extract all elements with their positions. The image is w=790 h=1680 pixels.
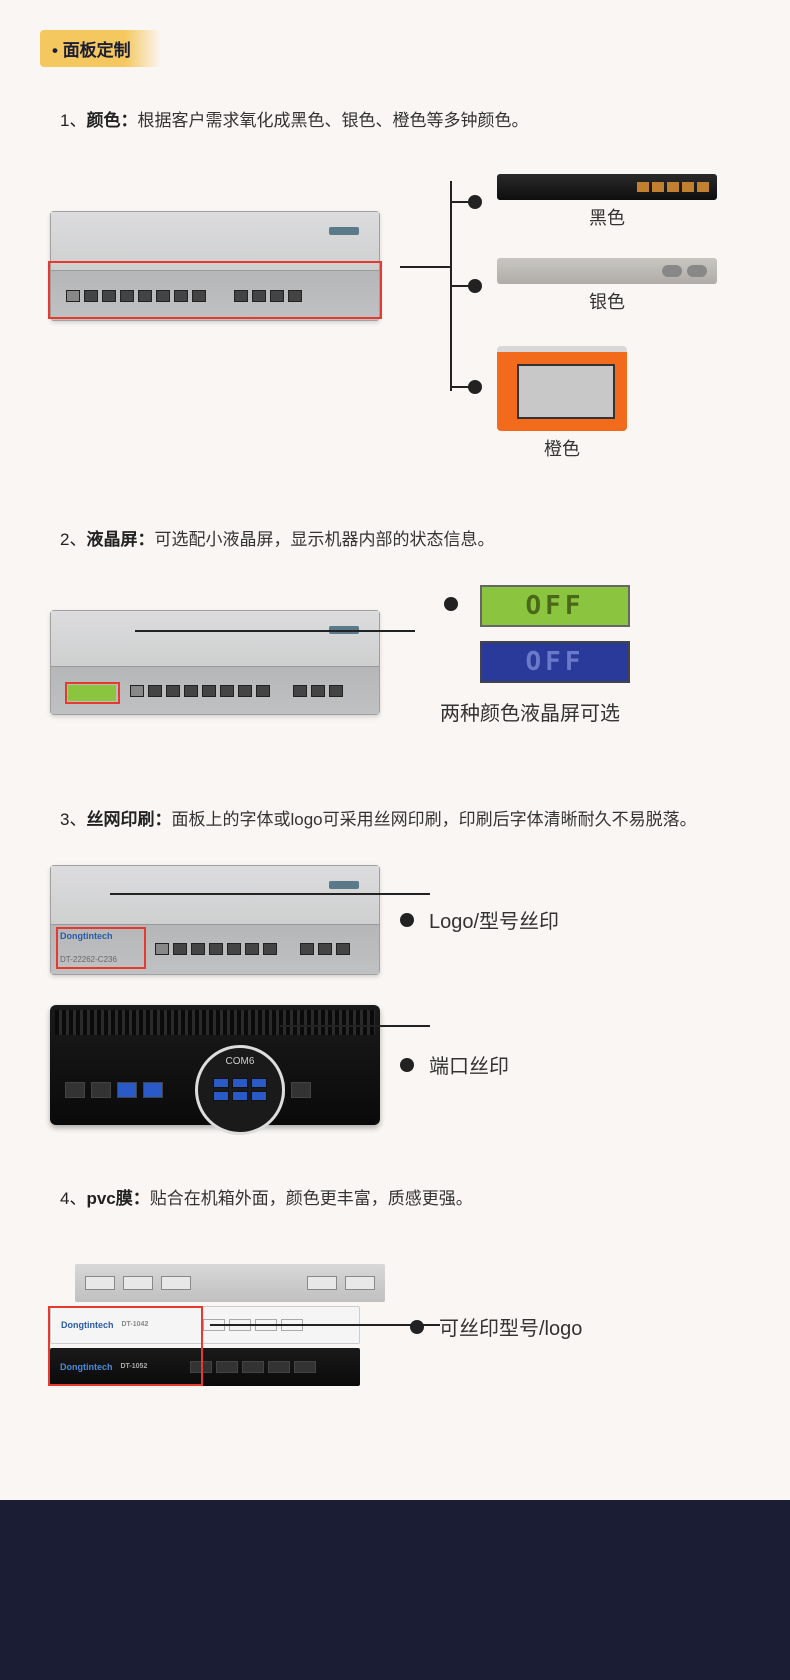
item2-text: 2、液晶屏：可选配小液晶屏，显示机器内部的状态信息。 (60, 526, 730, 555)
lcd-highlight-box (65, 682, 120, 704)
lcd-green-display: OFF (480, 585, 630, 627)
black-swatch (497, 174, 717, 200)
lcd-options: OFF OFF 两种颜色液晶屏可选 (410, 585, 740, 726)
item-pvc: 4、pvc膜：贴合在机箱外面，颜色更丰富，质感更强。 Dongtintech D… (40, 1185, 750, 1390)
lcd-device-illustration (50, 610, 380, 715)
label-silver: 银色 (589, 288, 625, 314)
callout-dot (410, 1320, 424, 1334)
callout-pvc: 可丝印型号/logo (439, 1312, 582, 1341)
pvc-panels-illustration: Dongtintech DT-1042 Dongtintech DT-1052 (50, 1264, 380, 1390)
callout-dot (400, 1058, 414, 1072)
item4-text: 4、pvc膜：贴合在机箱外面，颜色更丰富，质感更强。 (60, 1185, 730, 1214)
lcd-blue-display: OFF (480, 641, 630, 683)
lcd-caption: 两种颜色液晶屏可选 (440, 697, 740, 726)
section-tag: 面板定制 (40, 30, 161, 67)
color-highlight-box (48, 261, 382, 319)
orange-swatch (497, 346, 627, 431)
item3-text: 3、丝网印刷：面板上的字体或logo可采用丝网印刷，印刷后字体清晰耐久不易脱落。 (60, 806, 730, 835)
color-options-tree: 黑色 银色 橙色 (400, 166, 740, 456)
logo-highlight-box (56, 927, 146, 969)
callout-dot (400, 913, 414, 927)
port-circle-label: COM6 (226, 1056, 255, 1067)
item1-text: 1、颜色：根据客户需求氧化成黑色、银色、橙色等多钟颜色。 (60, 107, 730, 136)
logo-device-illustration: Dongtintech DT-22262-C236 (50, 865, 380, 975)
label-black: 黑色 (589, 204, 625, 230)
pvc-highlight-box (48, 1306, 203, 1386)
callout-port: 端口丝印 (429, 1050, 509, 1079)
product-spec-page: 面板定制 1、颜色：根据客户需求氧化成黑色、银色、橙色等多钟颜色。 (0, 0, 790, 1500)
item-silkprint: 3、丝网印刷：面板上的字体或logo可采用丝网印刷，印刷后字体清晰耐久不易脱落。… (40, 806, 750, 1125)
label-orange: 橙色 (544, 435, 580, 461)
item-color: 1、颜色：根据客户需求氧化成黑色、银色、橙色等多钟颜色。 (40, 107, 750, 456)
callout-logo: Logo/型号丝印 (429, 905, 559, 934)
item-lcd: 2、液晶屏：可选配小液晶屏，显示机器内部的状态信息。 (40, 526, 750, 726)
main-device-illustration (50, 211, 380, 321)
silver-swatch (497, 258, 717, 284)
port-device-illustration: COM6 (50, 1005, 380, 1125)
